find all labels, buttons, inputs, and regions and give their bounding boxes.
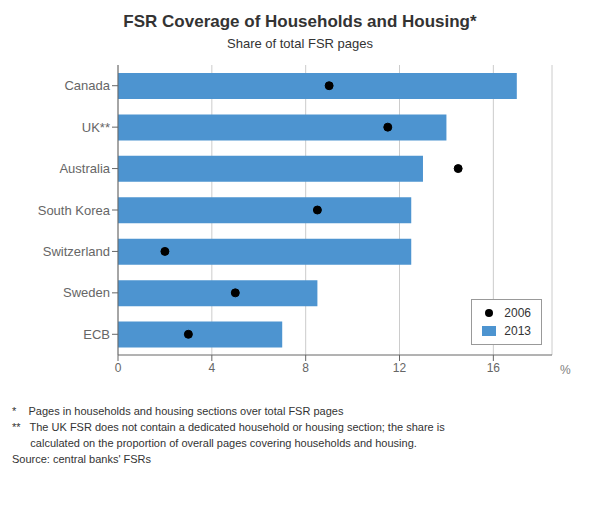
html-text:FSR Coverage of Households and: FSR Coverage of Households and Housing*	[123, 12, 477, 31]
svg-text:Switzerland: Switzerland	[43, 244, 110, 259]
html-text:** The UK FSR does not contain: ** The UK FSR does not contain a dedicat…	[12, 421, 445, 433]
svg-text:South Korea: South Korea	[38, 203, 111, 218]
svg-text:UK**: UK**	[82, 120, 110, 135]
html-text:calculated on the proportion o: calculated on the proportion of overall …	[12, 437, 417, 449]
svg-text:Australia: Australia	[59, 161, 110, 176]
svg-text:8: 8	[302, 361, 309, 375]
svg-text:Sweden: Sweden	[63, 285, 110, 300]
svg-text:%: %	[560, 363, 571, 377]
html-text:2006: 2006	[504, 306, 531, 320]
html-text:Share of total FSR pages: Share of total FSR pages	[227, 36, 373, 51]
svg-text:ECB: ECB	[83, 327, 110, 342]
svg-text:0: 0	[115, 361, 122, 375]
html-text:* Pages in households and hous: * Pages in households and housing sectio…	[12, 405, 344, 417]
svg-text:Canada: Canada	[64, 78, 110, 93]
svg-text:12: 12	[393, 361, 407, 375]
svg-text:16: 16	[487, 361, 501, 375]
html-text:Source: central banks' FSRs: Source: central banks' FSRs	[12, 453, 151, 465]
html-text:2013: 2013	[504, 324, 531, 338]
svg-text:4: 4	[208, 361, 215, 375]
